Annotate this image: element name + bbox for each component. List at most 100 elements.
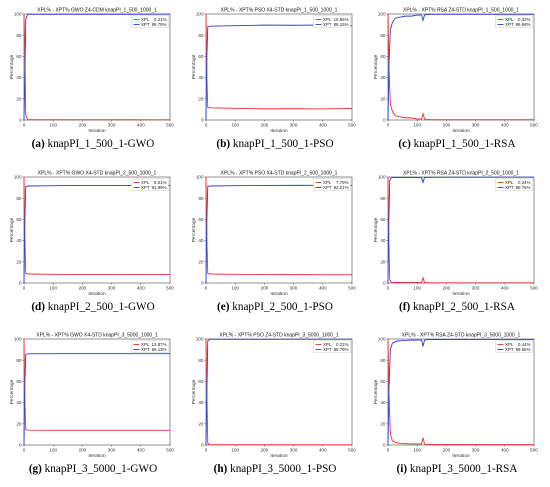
caption-label: (i): [396, 463, 408, 475]
plot-frame: [387, 13, 535, 121]
y-tick-label: 0: [201, 443, 204, 448]
chart-title: XPL% - XPT% PSO X4-STD knapPI_2_500_1000…: [221, 171, 338, 177]
y-tick-label: 80: [16, 196, 22, 201]
y-tick-label: 0: [19, 118, 22, 123]
chart-panel: XPL% - XPT% RSA Z4-STD knapPI_1_500_1000…: [372, 5, 542, 162]
legend-box: [313, 340, 351, 353]
legend-series-value: 7.79%: [336, 180, 349, 185]
plot-frame: [205, 13, 353, 121]
x-tick-label: 100: [231, 122, 239, 127]
caption-label: (e): [217, 301, 230, 313]
x-tick-label: 400: [501, 285, 509, 290]
legend-series-name: XPT: [141, 347, 150, 352]
subfigure-caption: (c) knapPI_1_500_1-RSA: [372, 138, 542, 150]
legend-series-name: XPL: [505, 180, 514, 185]
subfigure-caption: (b) knapPI_1_500_1-PSO: [190, 138, 360, 150]
y-tick-label: 40: [198, 238, 204, 243]
y-tick-label: 80: [16, 33, 22, 38]
x-tick-label: 500: [530, 122, 538, 127]
caption-label: (b): [216, 138, 231, 150]
series-line-xpt: [205, 338, 353, 446]
caption-label: (g): [28, 463, 42, 475]
chart-panel: XPL% - XPT% PSO X4-STD knapPI_2_500_1000…: [190, 168, 360, 325]
legend-series-name: XPT: [505, 22, 514, 27]
series-line-xpt: [387, 338, 535, 446]
caption-text: knapPI_2_500_1-PSO: [232, 301, 333, 313]
y-tick-label: 0: [201, 118, 204, 123]
x-axis-label: Iteration: [270, 453, 288, 459]
y-tick-label: 0: [201, 281, 204, 286]
y-tick-label: 100: [378, 12, 386, 17]
caption-label: (f): [399, 301, 411, 313]
plot-frame: [23, 176, 171, 284]
y-tick-label: 60: [380, 379, 386, 384]
caption-text: knapPI_1_500_1-RSA: [413, 138, 516, 150]
y-tick-label: 100: [378, 175, 386, 180]
y-tick-label: 40: [16, 75, 22, 80]
caption-text: knapPI_3_5000_1-RSA: [409, 463, 518, 475]
series-line-xpl: [205, 13, 353, 110]
x-tick-label: 200: [261, 285, 269, 290]
plot-frame: [387, 176, 535, 284]
y-tick-label: 100: [196, 175, 204, 180]
y-tick-label: 20: [198, 259, 204, 264]
y-tick-label: 40: [16, 238, 22, 243]
x-tick-label: 100: [49, 122, 57, 127]
line-chart: XPL% - XPT% GWO X4-STD knapPI_2_500_1000…: [9, 171, 174, 298]
x-tick-label: 500: [166, 285, 174, 290]
y-tick-label: 80: [380, 358, 386, 363]
subfigure-caption: (a) knapPI_1_500_1-GWO: [8, 138, 178, 150]
caption-text: knapPI_3_5000_1-GWO: [44, 463, 158, 475]
y-axis-label: Percentage: [9, 379, 15, 404]
legend-series-value: 0.21%: [154, 17, 167, 22]
series-line-xpl: [23, 338, 170, 431]
caption-label: (d): [31, 301, 45, 313]
x-tick-label: 300: [472, 122, 480, 127]
y-tick-label: 20: [16, 96, 22, 101]
series-line-xpl: [23, 176, 170, 275]
x-axis-label: Iteration: [88, 128, 106, 134]
legend-series-value: 99.79%: [152, 22, 167, 27]
y-tick-label: 20: [380, 259, 386, 264]
y-tick-label: 40: [198, 75, 204, 80]
series-line-xpl: [387, 176, 535, 284]
x-tick-label: 300: [472, 447, 480, 452]
y-tick-label: 20: [380, 421, 386, 426]
series-line-xpt: [205, 184, 352, 284]
x-tick-label: 0: [23, 447, 26, 452]
series-line-xpt: [387, 13, 534, 121]
x-tick-label: 400: [137, 285, 145, 290]
series-line-xpt: [205, 24, 353, 121]
legend-series-value: 99.79%: [334, 347, 349, 352]
legend-series-name: XPT: [505, 347, 514, 352]
y-axis-label: Percentage: [191, 379, 197, 404]
x-axis-label: Iteration: [88, 291, 106, 297]
y-tick-label: 20: [16, 259, 22, 264]
x-tick-label: 0: [387, 447, 390, 452]
x-tick-label: 0: [23, 122, 26, 127]
line-chart: XPL% - XPT% PSO X4-STD knapPI_1_500_1000…: [191, 8, 356, 135]
chart-panel: XPL% - XPT% PSO X4-STD knapPI_1_500_1000…: [190, 5, 360, 162]
legend-box: [495, 340, 533, 353]
x-tick-label: 200: [79, 447, 87, 452]
y-tick-label: 80: [16, 358, 22, 363]
plot-frame: [387, 338, 535, 446]
x-tick-label: 100: [49, 447, 57, 452]
series-line-xpt: [23, 185, 170, 284]
x-tick-label: 200: [443, 285, 451, 290]
caption-label: (c): [398, 138, 411, 150]
y-axis-label: Percentage: [191, 54, 197, 79]
x-tick-label: 300: [290, 447, 298, 452]
legend-series-name: XPL: [505, 342, 514, 347]
x-tick-label: 0: [23, 285, 26, 290]
legend-series-value: 8.01%: [154, 180, 167, 185]
x-tick-label: 200: [79, 122, 87, 127]
y-tick-label: 0: [383, 443, 386, 448]
y-tick-label: 0: [383, 118, 386, 123]
series-line-xpl: [387, 338, 535, 446]
legend-series-name: XPL: [141, 342, 150, 347]
legend-series-value: 89.15%: [334, 22, 349, 27]
x-tick-label: 400: [319, 447, 327, 452]
x-tick-label: 400: [501, 122, 509, 127]
y-tick-label: 60: [198, 217, 204, 222]
